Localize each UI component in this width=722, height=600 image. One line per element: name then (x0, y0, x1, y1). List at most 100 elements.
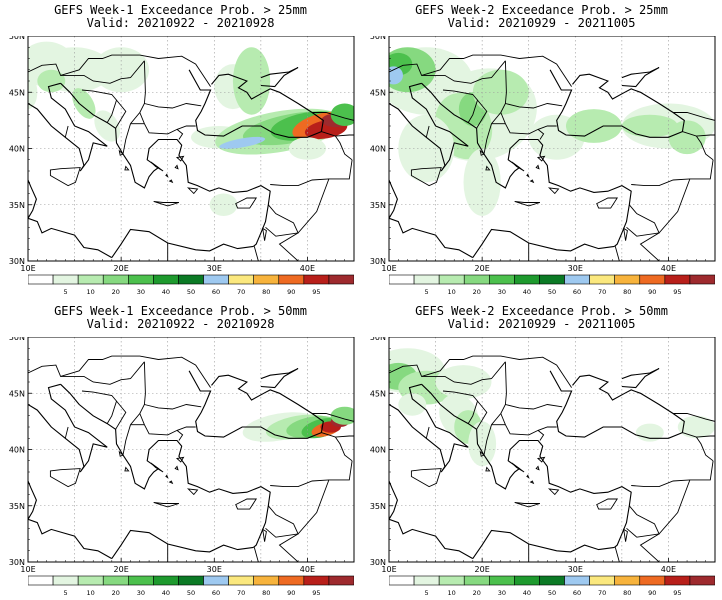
island-outline (535, 465, 540, 471)
colorbar-swatch (438, 274, 465, 285)
country-border (425, 125, 430, 138)
colorbar-swatch (614, 274, 641, 285)
probability-shading (635, 423, 664, 442)
panel-title: GEFS Week-2 Exceedance Prob. > 50mm (415, 304, 668, 318)
country-border (425, 426, 430, 439)
colorbar-swatch (564, 274, 590, 285)
probability-shading (472, 69, 529, 115)
island-outline (547, 488, 560, 496)
colorbar-swatch (278, 575, 305, 586)
probability-shading (72, 88, 96, 119)
country-border (278, 178, 330, 261)
colorbar-level-label: 60 (212, 288, 220, 296)
lat-tick-label: 50N (9, 337, 25, 342)
country-border (81, 390, 118, 424)
country-border (526, 544, 530, 562)
island-outline (118, 450, 124, 457)
colorbar-level-label: 30 (498, 288, 506, 296)
lat-tick-label: 50N (370, 36, 386, 41)
colorbar-swatch (463, 274, 490, 285)
island-outline (153, 501, 180, 508)
colorbar-swatch (77, 274, 104, 285)
island-outline (410, 167, 442, 187)
island-outline (150, 161, 164, 172)
island-outline (596, 498, 619, 510)
island-outline (537, 155, 546, 162)
colorbar-swatch (639, 274, 666, 285)
map-plot: 10E 20E 30E 40E 50N 45N 40N 35N 30N (370, 337, 716, 574)
colorbar-swatch (539, 274, 565, 285)
probability-shading (37, 69, 66, 93)
colorbar-swatch (389, 575, 415, 586)
coastline (621, 368, 660, 389)
island-outline (153, 200, 180, 207)
colorbar-level-label: 70 (598, 589, 606, 597)
colorbar-swatch (328, 274, 354, 285)
coastline (28, 82, 108, 172)
country-border (682, 131, 715, 137)
colorbar-level-label: 40 (523, 589, 531, 597)
panel-title: GEFS Week-1 Exceedance Prob. > 50mm (54, 304, 307, 318)
country-border (505, 404, 563, 410)
coastline (60, 383, 271, 548)
country-border (60, 54, 211, 87)
colorbar-labels: 5 10 20 30 40 50 60 70 80 90 95 (425, 288, 682, 296)
colorbar (28, 274, 354, 285)
country-border (270, 460, 353, 488)
lat-tick-label: 45N (370, 389, 386, 398)
country-border (421, 54, 572, 87)
island-outline (165, 173, 169, 178)
country-border (442, 89, 479, 123)
island-outline (547, 187, 560, 195)
island-outline (262, 528, 267, 542)
island-outline (410, 468, 442, 488)
island-outline (150, 462, 164, 473)
island-outline (186, 187, 199, 195)
island-outline (511, 161, 525, 172)
colorbar-labels: 5 10 20 30 40 50 60 70 80 90 95 (64, 589, 321, 597)
island-outline (49, 468, 81, 488)
colorbar-level-label: 80 (262, 589, 270, 597)
island-outline (537, 456, 546, 463)
colorbar-swatch (689, 274, 715, 285)
panel-valid-dates: Valid: 20210929 - 20211005 (447, 317, 636, 331)
colorbar-labels: 5 10 20 30 40 50 60 70 80 90 95 (425, 589, 682, 597)
island-outline (186, 488, 199, 496)
country-border (28, 60, 145, 84)
country-border (165, 544, 169, 562)
colorbar-swatch (614, 575, 641, 586)
country-border (673, 413, 715, 422)
country-border (614, 547, 620, 562)
lon-tick-label: 20E (475, 565, 490, 574)
country-border (537, 129, 545, 140)
colorbar-level-label: 50 (187, 589, 195, 597)
lon-tick-label: 30E (207, 264, 222, 273)
colorbar-labels: 5 10 20 30 40 50 60 70 80 90 95 (64, 288, 321, 296)
country-border (115, 99, 127, 129)
probability-shading (398, 393, 427, 416)
probability-shading (677, 415, 715, 439)
colorbar-level-label: 30 (498, 589, 506, 597)
country-border (626, 505, 660, 538)
panel-title: GEFS Week-1 Exceedance Prob. > 25mm (54, 3, 307, 17)
colorbar-level-label: 60 (573, 288, 581, 296)
probability-shading (389, 66, 403, 85)
colorbar-level-label: 95 (673, 589, 681, 597)
country-border (176, 430, 184, 441)
island-outline (49, 167, 81, 187)
colorbar-level-label: 20 (112, 589, 120, 597)
colorbar-level-label: 60 (212, 589, 220, 597)
lat-tick-label: 40N (370, 446, 386, 455)
island-outline (596, 197, 619, 209)
country-border (312, 112, 354, 121)
colorbar-swatch (52, 575, 79, 586)
lon-tick-label: 10E (20, 565, 35, 574)
country-border (483, 60, 507, 155)
map-panel-1: GEFS Week-1 Exceedance Prob. > 25mm Valid… (0, 0, 361, 299)
country-border (81, 89, 118, 123)
lat-tick-label: 35N (9, 502, 25, 511)
probability-shading (435, 365, 492, 399)
country-border (253, 547, 259, 562)
country-border (389, 60, 506, 84)
coastline (389, 217, 474, 259)
